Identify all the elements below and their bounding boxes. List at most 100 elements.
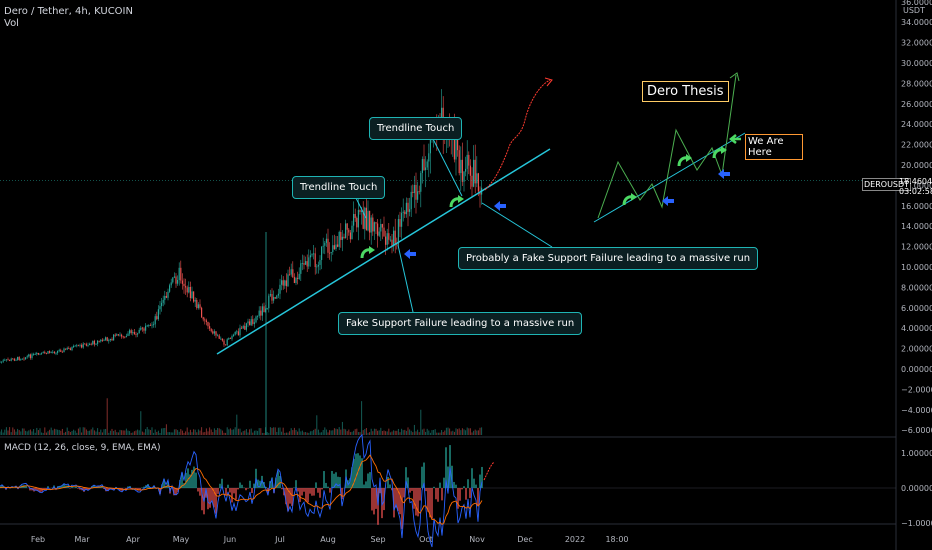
candle-body (266, 308, 268, 310)
candle-body (106, 337, 108, 342)
macd-histogram-bar (1, 485, 3, 488)
volume-bar (50, 427, 52, 435)
volume-bar (167, 432, 169, 435)
volume-bar (260, 428, 262, 435)
macd-histogram-bar (405, 467, 407, 488)
volume-bar (197, 429, 199, 435)
time-tick-label: Aug (320, 535, 336, 544)
volume-label: Vol (4, 18, 19, 29)
volume-bar (354, 429, 356, 435)
macd-histogram-bar (43, 488, 45, 490)
macd-histogram-bar (291, 488, 293, 506)
volume-bar (161, 428, 163, 435)
volume-bar (437, 432, 439, 435)
volume-bar (311, 431, 313, 435)
volume-bar (341, 421, 343, 435)
macd-histogram-bar (143, 486, 145, 488)
volume-bar (361, 401, 363, 435)
leader-line (397, 244, 414, 313)
price-tick-label: −4.00000 (901, 406, 932, 415)
volume-bar (20, 431, 22, 435)
volume-bar (127, 430, 129, 435)
volume-bar (125, 428, 127, 435)
blue-arrow (662, 196, 674, 206)
candle-body (373, 222, 375, 232)
candle-body (77, 345, 79, 347)
leader-line (481, 202, 553, 248)
volume-bar (121, 430, 123, 435)
candle-body (420, 172, 422, 192)
macd-label[interactable]: MACD (12, 26, close, 9, EMA, EMA) (4, 443, 161, 453)
dero-thesis-label[interactable]: Dero Thesis (642, 81, 729, 102)
candle-body (407, 202, 409, 212)
candle-body (234, 331, 236, 335)
candle-body (301, 263, 303, 264)
candle-body (15, 359, 17, 361)
volume-bar (289, 431, 291, 435)
macd-histogram-bar (379, 488, 381, 494)
we-are-here-label[interactable]: We Are Here (745, 134, 803, 160)
volume-bar (333, 428, 335, 435)
macd-histogram-bar (465, 488, 467, 500)
candle-body (453, 129, 455, 160)
candle-body (178, 267, 180, 280)
macd-histogram-bar (147, 483, 149, 488)
volume-bar (207, 431, 209, 435)
price-tick-label: 18.00000 (901, 181, 932, 190)
candle-body (68, 348, 70, 349)
volume-bar (322, 430, 324, 435)
candle-body (149, 325, 151, 326)
macd-histogram-bar (163, 479, 165, 488)
candle-body (348, 229, 350, 233)
candle-body (463, 171, 465, 182)
candle-body (397, 219, 399, 245)
macd-histogram-bar (445, 447, 447, 488)
candle-body (241, 327, 243, 329)
volume-bar (271, 427, 273, 435)
blue-arrow (404, 249, 416, 259)
candle-body (9, 360, 11, 361)
time-tick-label: Jun (223, 535, 237, 544)
symbol-title[interactable]: Dero / Tether, 4h, KUCOIN (4, 6, 133, 17)
annotation-trendline-touch-2[interactable]: Trendline Touch (369, 117, 463, 140)
macd-histogram-bar (425, 488, 427, 492)
candle-body (7, 359, 9, 361)
candle-body (236, 331, 238, 333)
candle-body (399, 219, 401, 227)
annotation-probable-fake-support-failure[interactable]: Probably a Fake Support Failure leading … (458, 247, 759, 270)
candle-body (329, 252, 331, 254)
candle-body (253, 322, 255, 324)
volume-bar (388, 428, 390, 435)
macd-histogram-bar (327, 486, 329, 488)
candle-body (31, 354, 33, 359)
macd-histogram-bar (389, 484, 391, 488)
candle-body (28, 354, 30, 357)
volume-bar (213, 428, 215, 435)
volume-bar (100, 429, 102, 435)
candle-body (405, 202, 407, 215)
volume-bar (186, 427, 188, 435)
candle-body (12, 358, 14, 360)
volume-bar (377, 430, 379, 435)
macd-histogram-bar (359, 455, 361, 488)
candle-body (194, 299, 196, 302)
volume-bar (135, 430, 137, 435)
macd-histogram-bar (87, 488, 89, 491)
candle-body (47, 351, 49, 354)
candle-body (193, 291, 195, 302)
volume-bar (449, 428, 451, 435)
annotation-fake-support-failure[interactable]: Fake Support Failure leading to a massiv… (338, 312, 583, 335)
macd-histogram-bar (395, 488, 397, 508)
annotation-trendline-touch-1[interactable]: Trendline Touch (292, 176, 386, 199)
macd-histogram-bar (325, 482, 327, 488)
volume-bar (359, 432, 361, 435)
candle-body (101, 339, 103, 341)
candle-body (385, 236, 387, 245)
candle-body (300, 263, 302, 274)
volume-bar (37, 430, 39, 435)
candle-body (57, 350, 59, 353)
volume-bar (317, 429, 319, 435)
candle-body (361, 210, 363, 212)
candle-body (225, 344, 227, 346)
